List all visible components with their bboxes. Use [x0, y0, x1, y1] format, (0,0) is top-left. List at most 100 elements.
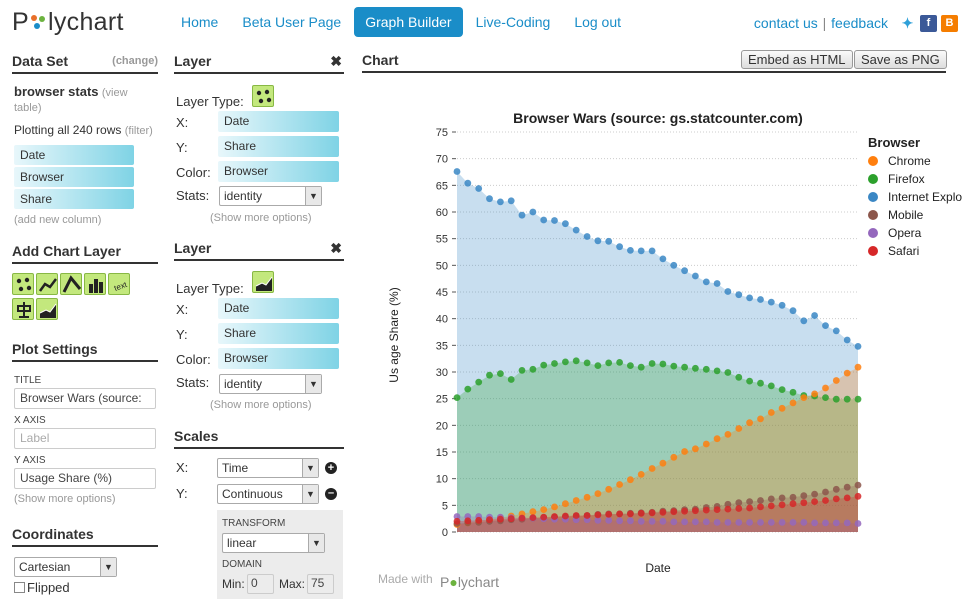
point-firefox-31: [789, 388, 797, 396]
point-mobile-34: [822, 488, 829, 496]
point-safari-19: [659, 508, 667, 516]
nav-graph-builder[interactable]: Graph Builder: [354, 7, 463, 37]
facebook-icon[interactable]: f: [920, 15, 937, 32]
nav-live-coding[interactable]: Live-Coding: [475, 14, 551, 30]
y-axis-input[interactable]: Usage Share (%): [14, 468, 156, 489]
domain-min-input[interactable]: 0: [247, 574, 274, 594]
coordinates-select[interactable]: Cartesian ▼: [14, 557, 117, 577]
point-internet-explo-12: [583, 233, 591, 240]
point-safari-24: [713, 506, 721, 513]
scale-y-select[interactable]: Continuous ▼: [217, 484, 319, 504]
y-tick-label-50: 50: [436, 260, 448, 272]
made-with-text: Made with: [378, 572, 433, 586]
point-safari-1: [464, 517, 472, 525]
blogger-icon[interactable]: B: [941, 15, 958, 32]
save-png-button[interactable]: Save as PNG: [854, 50, 947, 69]
dataset-heading: Data Set (change): [12, 53, 158, 74]
point-internet-explo-26: [735, 291, 743, 299]
embed-html-button[interactable]: Embed as HTML: [741, 50, 853, 69]
legend-swatch-chrome: [868, 156, 878, 166]
point-safari-34: [822, 497, 829, 504]
y-tick-label-75: 75: [436, 127, 448, 139]
line-layer-button[interactable]: [36, 273, 58, 295]
point-chrome-25: [724, 431, 732, 438]
remove-circle-icon[interactable]: –: [325, 488, 337, 500]
point-mobile-25: [724, 500, 732, 508]
y-tick-label-40: 40: [436, 314, 448, 326]
point-internet-explo-25: [724, 288, 732, 295]
made-with-brand: P●lychart: [440, 574, 499, 590]
tile-layer-button[interactable]: [12, 298, 34, 320]
add-circle-icon[interactable]: +: [325, 462, 337, 474]
layer2-type-button[interactable]: [252, 271, 274, 293]
point-opera-22: [692, 518, 699, 526]
point-layer-button[interactable]: [12, 273, 34, 295]
scale-x-select[interactable]: Time ▼: [217, 458, 319, 478]
plot-show-more-link[interactable]: (Show more options): [14, 493, 116, 505]
point-safari-23: [702, 506, 710, 514]
domain-min-label: Min:: [222, 577, 245, 591]
point-firefox-4: [497, 370, 504, 377]
feedback-link[interactable]: feedback: [831, 15, 888, 31]
point-safari-15: [616, 510, 623, 518]
title-input[interactable]: Browser Wars (source:: [14, 388, 156, 409]
tile-icon: [17, 302, 31, 318]
point-opera-21: [681, 518, 688, 526]
twitter-icon[interactable]: ✦: [899, 15, 916, 32]
brand-dot: ●: [449, 574, 457, 590]
point-safari-2: [475, 516, 483, 524]
layer1-x-mapping[interactable]: Date: [218, 111, 339, 132]
layer1-stats-label: Stats:: [176, 188, 210, 203]
point-chrome-34: [822, 384, 829, 392]
path-layer-button[interactable]: [60, 273, 82, 295]
domain-max-input[interactable]: 75: [307, 574, 334, 594]
nav-log-out[interactable]: Log out: [574, 14, 622, 30]
point-chrome-9: [551, 503, 558, 511]
point-safari-13: [594, 511, 602, 519]
view-table-link[interactable]: (view table): [14, 87, 128, 114]
area-layer-button[interactable]: [36, 298, 58, 320]
change-dataset-link[interactable]: (change): [112, 55, 158, 67]
point-internet-explo-4: [497, 198, 504, 206]
layer1-y-mapping[interactable]: Share: [218, 136, 339, 157]
contact-us-link[interactable]: contact us: [753, 15, 818, 31]
point-internet-explo-28: [757, 296, 764, 303]
column-share[interactable]: Share: [14, 189, 134, 209]
layer2-y-mapping[interactable]: Share: [218, 323, 339, 344]
layer1-stats-select[interactable]: identity ▼: [219, 186, 322, 206]
remove-layer2-icon[interactable]: ✖: [330, 240, 342, 256]
point-safari-26: [735, 505, 743, 512]
bar-layer-button[interactable]: [84, 273, 106, 295]
layer2-color-label: Color:: [176, 352, 211, 367]
text-layer-button[interactable]: text: [108, 273, 130, 295]
layer2-color-mapping[interactable]: Browser: [218, 348, 339, 369]
add-column-link[interactable]: (add new column): [14, 214, 102, 226]
layer1-show-more-link[interactable]: (Show more options): [210, 212, 312, 224]
nav-beta-user-page[interactable]: Beta User Page: [242, 14, 342, 30]
transform-select[interactable]: linear ▼: [222, 533, 325, 553]
flipped-checkbox[interactable]: [14, 582, 25, 593]
x-axis-input[interactable]: Label: [14, 428, 156, 449]
layer2-x-mapping[interactable]: Date: [218, 298, 339, 319]
point-opera-20: [670, 518, 678, 526]
column-browser[interactable]: Browser: [14, 167, 134, 187]
point-mobile-32: [800, 492, 808, 500]
point-internet-explo-21: [681, 267, 688, 275]
point-firefox-26: [735, 373, 743, 381]
column-date[interactable]: Date: [14, 145, 134, 165]
point-opera-19: [659, 517, 667, 525]
point-firefox-19: [659, 360, 667, 368]
layer1-color-mapping[interactable]: Browser: [218, 161, 339, 182]
point-internet-explo-30: [778, 301, 786, 309]
filter-link[interactable]: (filter): [124, 125, 153, 137]
layer2-heading-text: Layer: [174, 240, 212, 256]
nav-home[interactable]: Home: [181, 14, 219, 30]
layer2-show-more-link[interactable]: (Show more options): [210, 399, 312, 411]
point-mobile-29: [767, 495, 775, 503]
layer1-type-button[interactable]: [252, 85, 274, 107]
remove-layer1-icon[interactable]: ✖: [330, 53, 342, 69]
dataset-heading-text: Data Set: [12, 53, 69, 69]
layer2-stats-select[interactable]: identity ▼: [219, 374, 322, 394]
y-tick-label-5: 5: [442, 500, 448, 512]
